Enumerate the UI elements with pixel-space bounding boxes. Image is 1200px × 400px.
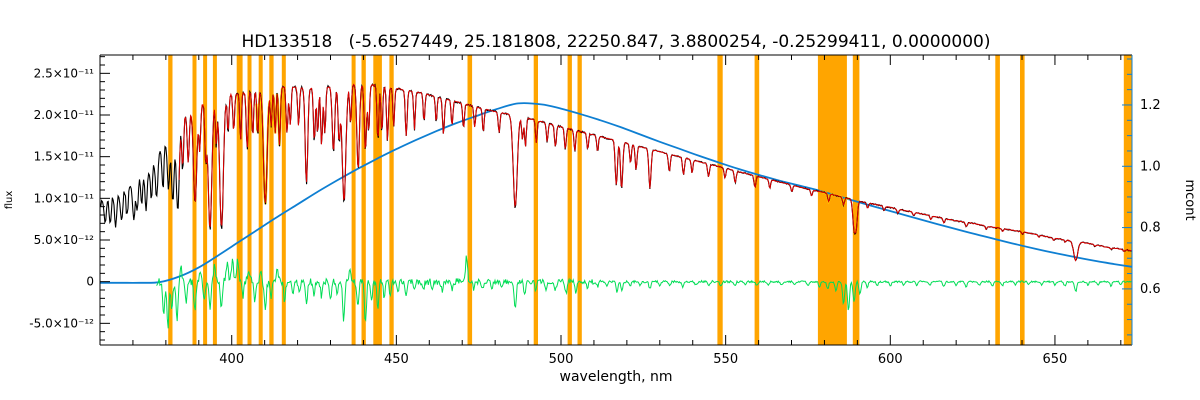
mask-band — [373, 55, 382, 345]
left-axis-label: flux — [4, 191, 15, 210]
mask-band — [852, 55, 860, 345]
y-left-tick-label: 1.0×10⁻¹¹ — [34, 191, 95, 205]
residual-line — [156, 255, 1132, 329]
y-right-tick-label: 1.0 — [1140, 159, 1161, 174]
y-left-tick-label: 2.0×10⁻¹¹ — [34, 108, 95, 122]
mask-band — [247, 55, 252, 345]
x-axis-label: wavelength, nm — [560, 369, 673, 385]
mask-band — [351, 55, 356, 345]
y-right-tick-label: 0.6 — [1140, 282, 1161, 297]
x-tick-label: 450 — [384, 352, 409, 367]
y-left-tick-label: 0 — [86, 275, 94, 289]
right-axis-label: mcont — [1182, 179, 1197, 220]
mask-band — [577, 55, 582, 345]
mask-band — [361, 55, 366, 345]
y-right-tick-label: 0.8 — [1140, 221, 1161, 236]
mask-band — [212, 55, 217, 345]
mask-band — [533, 55, 538, 345]
fit-series — [178, 83, 1132, 262]
mcont-curve — [99, 102, 1133, 284]
fit-line — [178, 83, 1132, 262]
y-left-tick-label: -5.0×10⁻¹² — [29, 316, 94, 330]
mask-band — [717, 55, 723, 345]
mask-band — [281, 55, 286, 345]
mask-band — [754, 55, 760, 345]
x-tick-label: 650 — [1042, 352, 1067, 367]
y-left-tick-label: 2.5×10⁻¹¹ — [34, 66, 95, 80]
x-tick-label: 400 — [219, 352, 244, 367]
mask-band — [567, 55, 572, 345]
mcont-line — [99, 102, 1133, 284]
mask-band — [203, 55, 208, 345]
mask-bands — [168, 55, 1132, 345]
mask-band — [1123, 55, 1132, 345]
y-right-tick-label: 1.2 — [1140, 98, 1161, 113]
mask-band — [1020, 55, 1025, 345]
mask-band — [467, 55, 473, 345]
y-left-tick-label: 1.5×10⁻¹¹ — [34, 150, 95, 164]
x-tick-label: 500 — [549, 352, 574, 367]
residual-series — [156, 255, 1132, 329]
mask-band — [168, 55, 173, 345]
y-left-tick-label: 5.0×10⁻¹² — [34, 233, 95, 247]
mask-band — [269, 55, 274, 345]
axes: 400 450 500 550 600 650 2.5×10⁻¹¹ 2.0×10⁻¹¹ 1.5×… — [29, 54, 1161, 367]
mask-band — [389, 55, 394, 345]
mask-band — [236, 55, 243, 345]
x-tick-label: 550 — [713, 352, 738, 367]
x-tick-label: 600 — [878, 352, 903, 367]
mask-band — [995, 55, 1000, 345]
plot-layers: 400 450 500 550 600 650 2.5×10⁻¹¹ 2.0×10⁻¹¹ 1.5×… — [29, 54, 1161, 367]
mask-band — [258, 55, 263, 345]
chart-title: HD133518 (-5.6527449, 25.181808, 22250.8… — [242, 32, 991, 52]
